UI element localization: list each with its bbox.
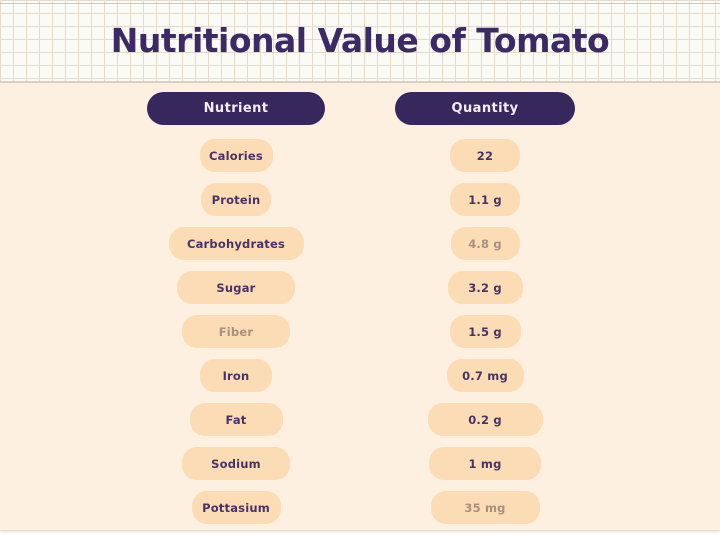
quantity-column-header: Quantity [395, 92, 575, 125]
quantity-cell-pottasium: 35 mg [430, 491, 540, 524]
quantity-cell-iron: 0.7 mg [446, 359, 524, 392]
nutrient-cell-carbohydrates: Carbohydrates [168, 227, 304, 260]
quantity-cell-carbohydrates: 4.8 g [450, 227, 520, 260]
nutrient-cell-fiber: Fiber [182, 315, 290, 348]
nutrition-table: Nutrient Calories Protein Carbohydrates … [0, 83, 720, 531]
nutrient-cell-sugar: Sugar [177, 271, 295, 304]
quantity-cell-calories: 22 [450, 139, 520, 172]
nutrient-cell-pottasium: Pottasium [191, 491, 281, 524]
title-band: Nutritional Value of Tomato [0, 0, 720, 83]
quantity-cell-protein: 1.1 g [450, 183, 520, 216]
quantity-cell-sugar: 3.2 g [447, 271, 523, 304]
nutrient-cell-sodium: Sodium [182, 447, 290, 480]
quantity-cell-fat: 0.2 g [427, 403, 543, 436]
page-title: Nutritional Value of Tomato [110, 21, 610, 60]
nutrient-cell-protein: Protein [201, 183, 271, 216]
nutrient-cell-iron: Iron [200, 359, 272, 392]
quantity-cell-fiber: 1.5 g [449, 315, 521, 348]
quantity-cell-sodium: 1 mg [429, 447, 541, 480]
nutrient-column-header: Nutrient [147, 92, 325, 125]
nutrient-column: Nutrient Calories Protein Carbohydrates … [76, 92, 396, 524]
nutrient-cell-calories: Calories [199, 139, 273, 172]
quantity-column: Quantity 22 1.1 g 4.8 g 3.2 g 1.5 g 0.7 … [325, 92, 645, 524]
nutrient-cell-fat: Fat [189, 403, 283, 436]
